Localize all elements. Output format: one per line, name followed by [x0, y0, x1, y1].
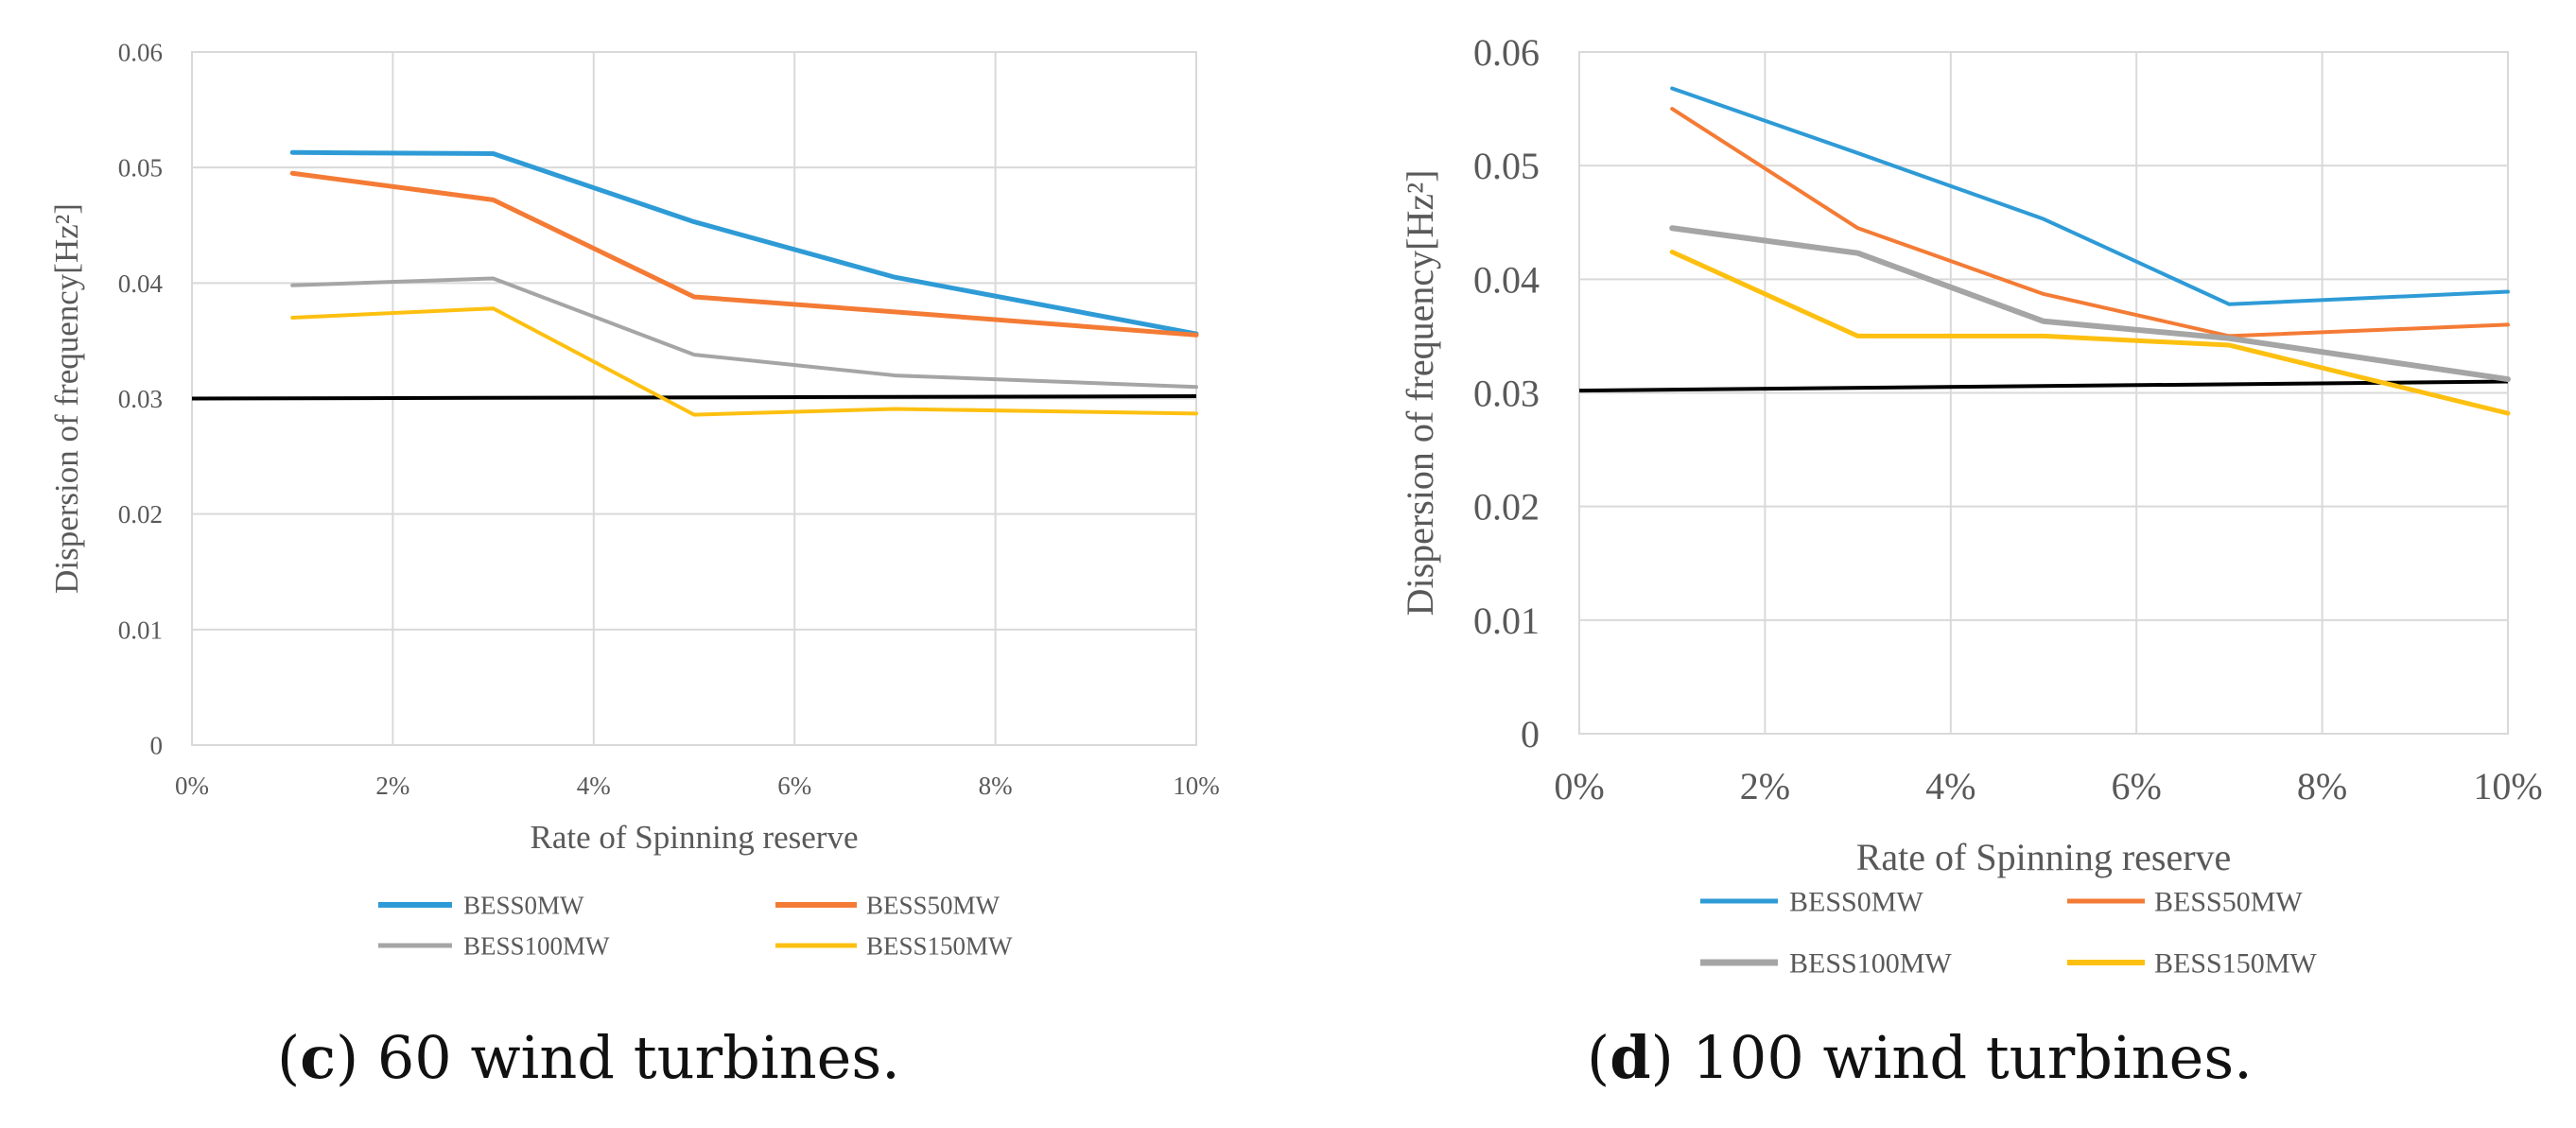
figure-caption: (d) 100 wind turbines. [1587, 1023, 2253, 1092]
y-tick-label: 0.04 [118, 269, 164, 298]
x-axis-label: Rate of Spinning reserve [1856, 836, 2232, 878]
y-tick-label: 0 [150, 731, 164, 759]
y-tick-label: 0.06 [118, 38, 163, 66]
legend-label-bess100mw: BESS100MW [463, 931, 610, 960]
y-tick-label: 0.02 [118, 500, 163, 529]
x-tick-label: 8% [2297, 765, 2347, 807]
y-tick-label: 0.01 [118, 616, 163, 644]
y-tick-label: 0.06 [1473, 31, 1540, 74]
x-tick-label: 10% [1173, 772, 1220, 800]
figure-caption: (c) 60 wind turbines. [277, 1023, 900, 1092]
y-tick-label: 0.05 [118, 154, 163, 182]
series-line-bess100mw [1669, 225, 2511, 383]
caption-open: ( [1587, 1023, 1610, 1092]
legend-label-bess0mw: BESS0MW [1789, 887, 1923, 918]
reference-line [191, 394, 1197, 401]
series-line-bess50mw [1670, 107, 2510, 338]
chart-60-wind-turbines: 0 0.01 0.02 0.03 0.04 0.05 0.06 0% 2% 4% 6% 8% 10% Ra… [48, 38, 1220, 1092]
y-tick-label: 0 [1521, 713, 1540, 755]
chart-100-wind-turbines: 0 0.01 0.02 0.03 0.04 0.05 0.06 0% 2% 4% 6% 8% 10% Ra… [1399, 31, 2543, 1092]
x-tick-label: 2% [375, 772, 409, 800]
x-tick-label: 6% [777, 772, 811, 800]
caption-open: ( [277, 1023, 300, 1092]
y-tick-label: 0.05 [1473, 145, 1540, 187]
y-tick-label: 0.03 [118, 385, 163, 413]
series-line-bess100mw [290, 276, 1198, 390]
series-line-bess0mw [289, 149, 1199, 337]
y-tick-label: 0.01 [1473, 599, 1540, 642]
x-tick-label: 10% [2473, 765, 2542, 807]
series-line-bess150mw [1669, 249, 2511, 416]
y-tick-label: 0.02 [1473, 486, 1540, 529]
caption-letter: d [1610, 1023, 1650, 1092]
legend-label-bess50mw: BESS50MW [2154, 887, 2303, 918]
reference-line [1578, 379, 2509, 393]
x-tick-label: 6% [2112, 765, 2162, 807]
plot-area [1578, 51, 2509, 735]
series-line-bess0mw [1670, 86, 2510, 306]
x-tick-label: 8% [979, 772, 1013, 800]
caption-text: ) 60 wind turbines. [336, 1023, 900, 1092]
x-tick-label: 4% [577, 772, 611, 800]
x-tick-label: 0% [1554, 765, 1604, 807]
x-tick-label: 0% [175, 772, 209, 800]
legend-label-bess150mw: BESS150MW [2154, 948, 2317, 980]
caption-text: ) 100 wind turbines. [1651, 1023, 2253, 1092]
y-axis-label: Dispersion of frequency[Hz²] [48, 203, 85, 594]
series-line-bess50mw [289, 170, 1199, 338]
y-tick-label: 0.03 [1473, 373, 1540, 415]
x-tick-label: 2% [1740, 765, 1790, 807]
y-tick-label: 0.04 [1473, 258, 1540, 301]
legend-label-bess50mw: BESS50MW [866, 891, 1001, 919]
series-line-bess150mw [290, 306, 1198, 417]
x-axis-label: Rate of Spinning reserve [531, 819, 859, 856]
legend-label-bess0mw: BESS0MW [463, 891, 584, 919]
legend-label-bess150mw: BESS150MW [866, 931, 1013, 960]
x-tick-label: 4% [1925, 765, 1976, 807]
caption-letter: c [300, 1023, 336, 1092]
y-axis-label: Dispersion of frequency[Hz²] [1399, 170, 1441, 616]
legend-label-bess100mw: BESS100MW [1789, 948, 1952, 980]
